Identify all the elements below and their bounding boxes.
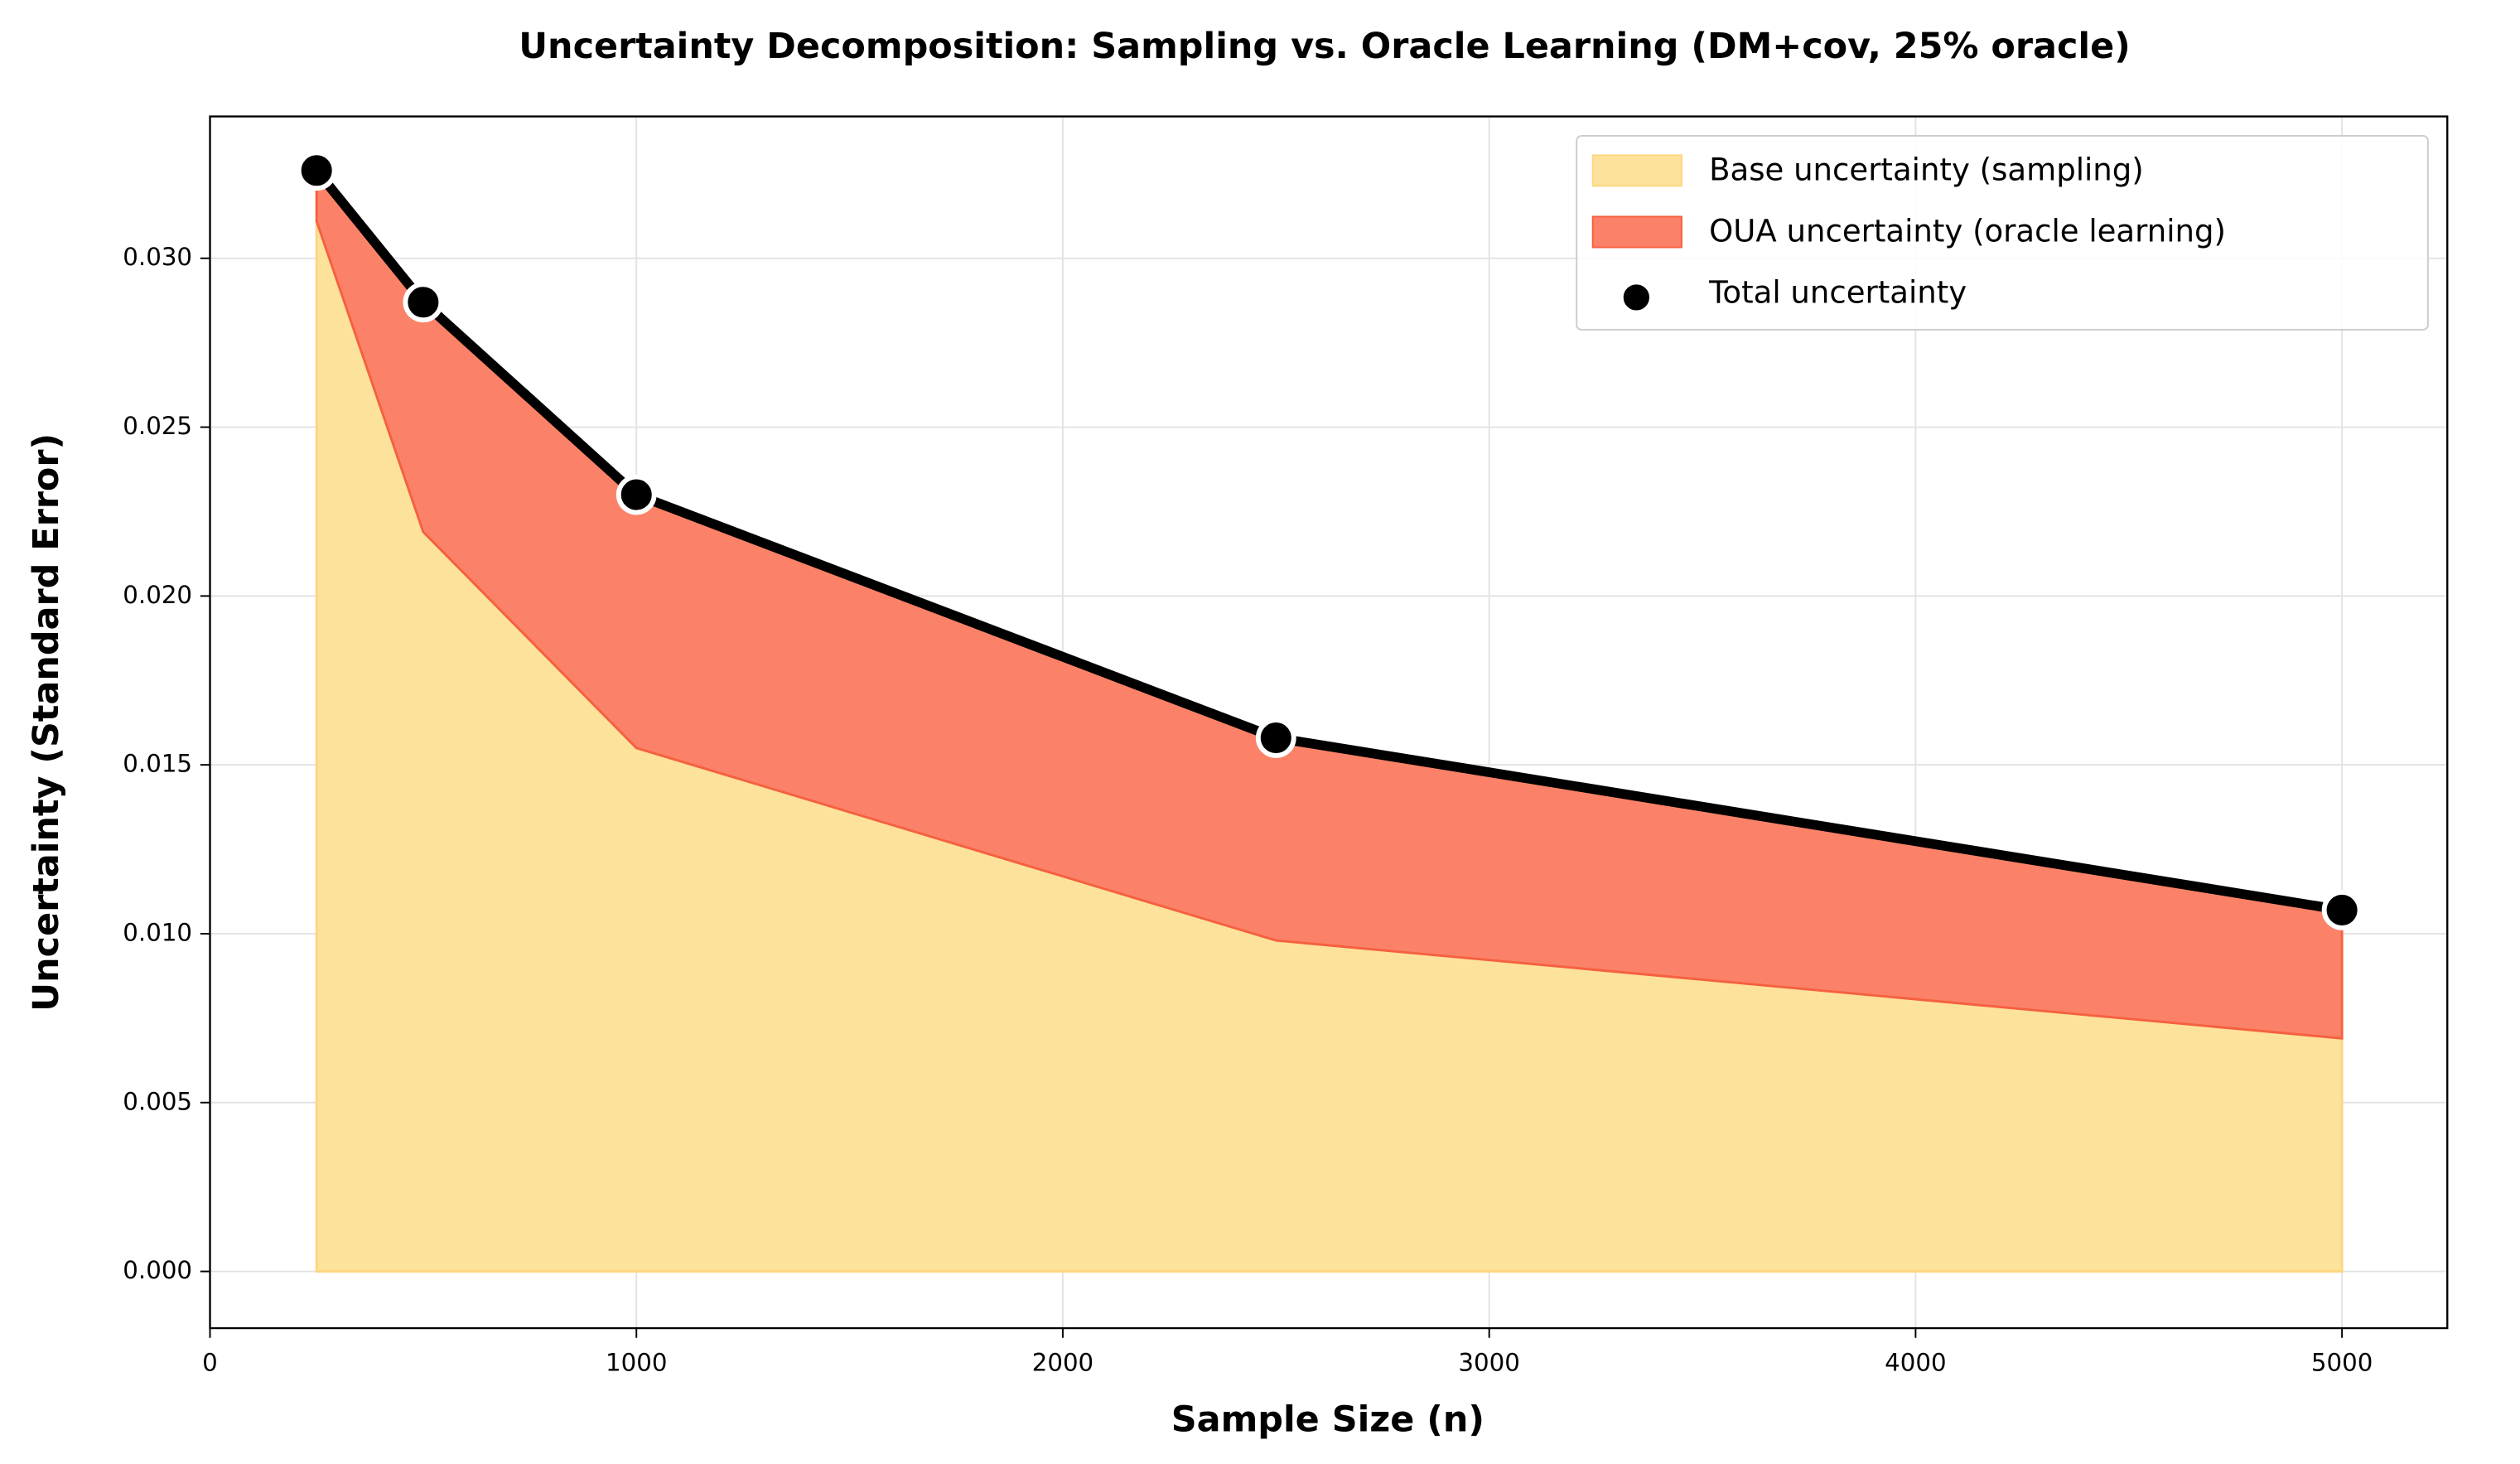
- y-tick-label: 0.030: [123, 243, 192, 271]
- legend-label: Base uncertainty (sampling): [1709, 152, 2144, 187]
- x-tick-label: 3000: [1458, 1348, 1519, 1376]
- chart-title: Uncertainty Decomposition: Sampling vs. …: [519, 26, 2131, 67]
- marker: [1255, 718, 1296, 758]
- x-axis-label: Sample Size (n): [1171, 1399, 1484, 1441]
- y-tick-label: 0.000: [123, 1256, 192, 1284]
- legend-marker: [1620, 281, 1653, 314]
- legend-swatch: [1591, 215, 1682, 249]
- x-tick-label: 4000: [1885, 1348, 1946, 1376]
- legend-label: OUA uncertainty (oracle learning): [1709, 213, 2226, 249]
- y-axis-label: Uncertainty (Standard Error): [26, 433, 67, 1012]
- x-tick-label: 0: [202, 1348, 218, 1376]
- legend-box: [1576, 134, 2429, 331]
- marker: [2321, 890, 2363, 930]
- y-tick-label: 0.005: [123, 1087, 192, 1115]
- y-tick-label: 0.010: [123, 918, 192, 946]
- marker: [296, 150, 337, 191]
- marker: [403, 282, 444, 323]
- y-tick-label: 0.025: [123, 412, 192, 440]
- legend-swatch: [1591, 154, 1682, 187]
- x-tick-label: 1000: [606, 1348, 667, 1376]
- legend-label: Total uncertainty: [1708, 275, 1967, 311]
- x-tick-label: 5000: [2311, 1348, 2373, 1376]
- plot-frame: [209, 115, 2449, 1330]
- y-tick-label: 0.020: [123, 581, 192, 609]
- x-tick-label: 2000: [1032, 1348, 1093, 1376]
- y-tick-label: 0.015: [123, 750, 192, 778]
- marker: [616, 474, 657, 515]
